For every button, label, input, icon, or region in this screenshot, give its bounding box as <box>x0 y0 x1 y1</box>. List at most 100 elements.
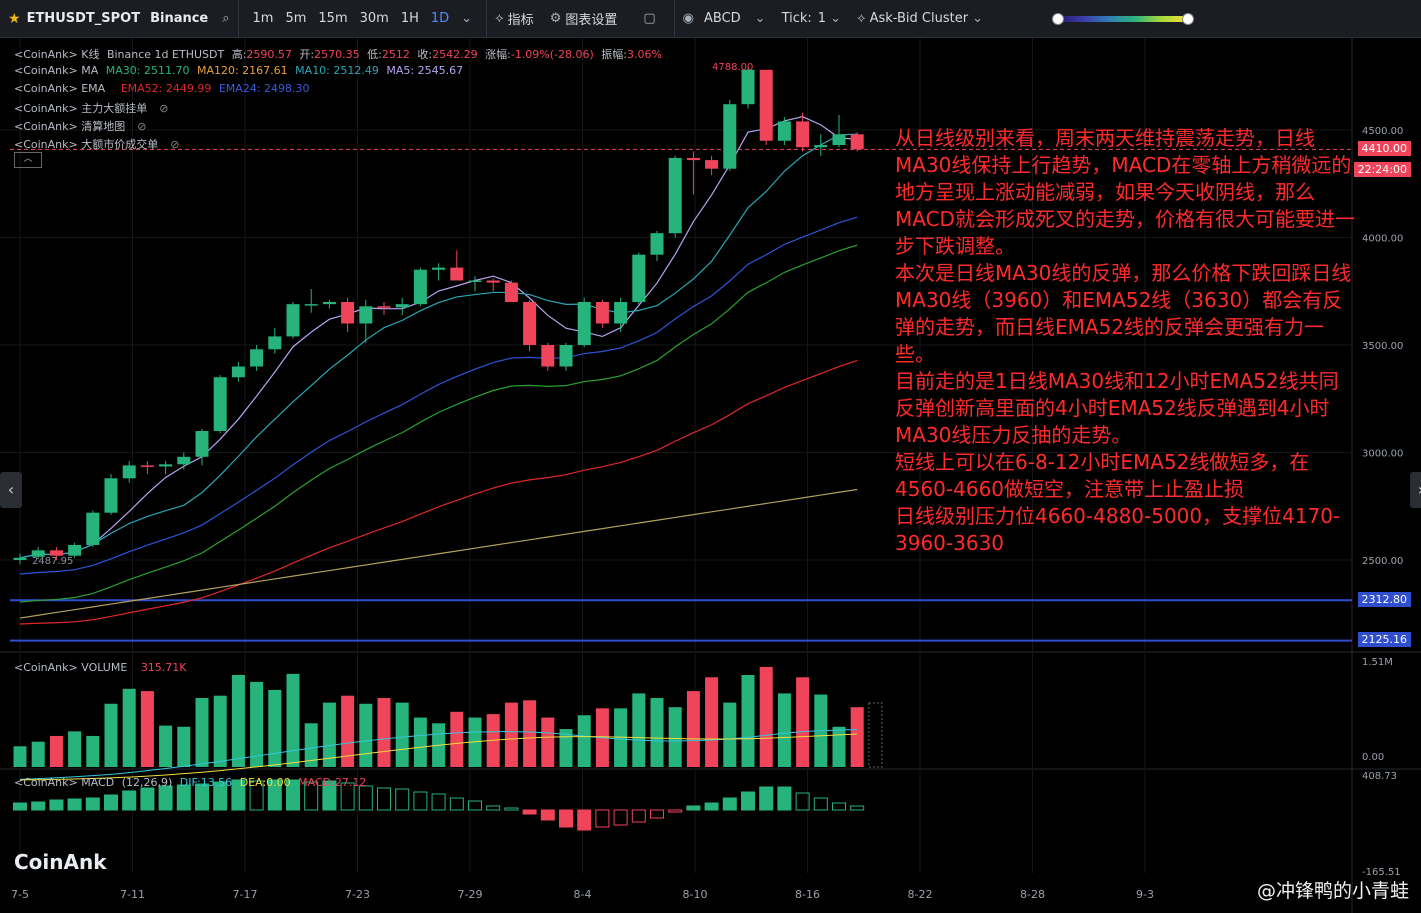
volume-bar <box>777 693 791 767</box>
volume-bar <box>304 723 318 767</box>
indicator-icon: ⟡ <box>495 11 504 26</box>
candle <box>304 304 318 306</box>
interval-30m[interactable]: 30m <box>359 11 389 26</box>
macd-bar <box>504 807 519 811</box>
macd-bar <box>140 787 155 811</box>
volume-bar <box>559 729 573 767</box>
macd-bar <box>322 780 337 811</box>
macd-bar <box>158 785 173 811</box>
volume-bar <box>377 698 391 767</box>
toolbar: ★ ETHUSDT_SPOT Binance ⌕ 1m 5m 15m 30m 1… <box>0 0 1421 38</box>
volume-bar <box>632 693 646 767</box>
scroll-left-button[interactable]: ‹ <box>0 472 22 508</box>
price-tick: 4500.00 <box>1362 126 1403 137</box>
macd-bar <box>832 802 846 811</box>
macd-bar <box>650 809 664 819</box>
volume-prefix: <CoinAnk> VOLUME <box>14 661 128 674</box>
candle <box>432 267 446 270</box>
volume-bar <box>68 731 82 767</box>
chart-settings-button[interactable]: ⚙ 图表设置 <box>542 0 626 37</box>
chevron-down-icon[interactable]: ⌄ <box>461 11 473 26</box>
chevron-down-icon: ⌄ <box>830 11 841 26</box>
volume-bar <box>577 715 591 767</box>
interval-15m[interactable]: 15m <box>318 11 348 26</box>
cluster-selector[interactable]: ⟡ Ask-Bid Cluster ⌄ <box>849 0 991 37</box>
volume-bar <box>650 698 664 767</box>
macd-bar <box>741 791 755 811</box>
candle <box>814 145 828 148</box>
ma30-line <box>19 216 858 575</box>
candle <box>468 280 482 282</box>
candle <box>122 465 136 479</box>
tick-value: 1 <box>817 11 827 26</box>
volume-bar <box>723 702 737 767</box>
eye-off-icon[interactable]: ⊘ <box>137 120 147 133</box>
volume-bar <box>177 726 191 767</box>
candle <box>850 134 864 150</box>
layer-legend-3[interactable]: <CoinAnk> 大额市价成交单 ⊘ <box>14 136 183 152</box>
volume-bar <box>541 717 555 767</box>
symbol-selector[interactable]: ★ ETHUSDT_SPOT Binance ⌕ <box>0 0 239 37</box>
macd-legend: <CoinAnk> MACD (12,26,9) DIF:13.56 DEA:0… <box>14 776 370 789</box>
date-tick: 7-29 <box>458 888 483 901</box>
ema52-line <box>19 359 858 625</box>
coinank-logo: CoinAnk <box>14 850 107 874</box>
price-tick: 2500.00 <box>1362 556 1403 567</box>
layer-legend-1[interactable]: <CoinAnk> 主力大额挂单 ⊘ <box>14 100 172 116</box>
exchange-name: Binance <box>150 11 209 26</box>
interval-1d[interactable]: 1D <box>430 11 450 26</box>
collapse-legend-button[interactable]: ︿ <box>14 152 42 168</box>
slider-handle-right[interactable] <box>1181 12 1194 25</box>
symbol-name: ETHUSDT_SPOT <box>26 11 141 26</box>
volume-bar <box>705 677 719 767</box>
price-chart[interactable]: 4500.00 4000.00 3500.00 3000.00 2500.00 7-5 7-… <box>0 38 1421 913</box>
high-marker: 4788.00 <box>712 62 754 73</box>
color-range-slider[interactable] <box>1041 0 1203 37</box>
volume-bar <box>140 691 154 767</box>
volume-bar <box>13 746 27 767</box>
favorite-star-icon[interactable]: ★ <box>8 10 21 27</box>
volume-bar <box>468 717 482 767</box>
date-tick: 8-22 <box>908 888 933 901</box>
candle <box>650 233 664 255</box>
countdown-tag: 22:24:00 <box>1353 162 1411 177</box>
eye-off-icon[interactable]: ⊘ <box>170 138 180 151</box>
volume-bar <box>213 695 227 767</box>
layout-button[interactable]: ▢ <box>625 0 675 37</box>
color-gradient-bar[interactable] <box>1051 12 1194 25</box>
candle <box>559 345 573 367</box>
eye-off-icon[interactable]: ⊘ <box>159 102 169 115</box>
candle <box>632 254 646 302</box>
macd-dea: DEA:0.00 <box>239 776 291 789</box>
macd-params: (12,26,9) <box>121 776 173 789</box>
drawing-selector[interactable]: ◉ ABCD ⌄ <box>675 0 774 37</box>
macd-bar <box>213 781 228 811</box>
tick-selector[interactable]: Tick: 1 ⌄ <box>774 0 849 37</box>
macd-bar <box>449 797 464 811</box>
candle <box>250 349 264 367</box>
candle <box>68 544 82 556</box>
macd-bar <box>468 800 482 811</box>
candle <box>450 267 464 281</box>
slider-handle-left[interactable] <box>1051 12 1064 25</box>
interval-5m[interactable]: 5m <box>285 11 307 26</box>
volume-bar <box>614 708 628 767</box>
indicators-button[interactable]: ⟡ 指标 <box>487 0 542 37</box>
kline-high: 2590.57 <box>246 48 292 61</box>
macd-bar <box>304 781 319 811</box>
date-tick: 8-10 <box>683 888 708 901</box>
volume-bar <box>250 681 264 767</box>
volume-bar <box>268 689 282 767</box>
candle <box>796 121 810 148</box>
interval-1h[interactable]: 1H <box>400 11 419 26</box>
macd-bar <box>613 809 628 826</box>
macd-bar <box>377 787 391 811</box>
scroll-right-button[interactable]: › <box>1410 472 1421 508</box>
volume-bar <box>159 725 173 767</box>
layer-legend-2[interactable]: <CoinAnk> 清算地图 ⊘ <box>14 118 150 134</box>
candle <box>13 557 27 560</box>
candle <box>31 550 45 557</box>
gear-icon: ⚙ <box>549 11 562 26</box>
search-icon[interactable]: ⌕ <box>222 11 230 26</box>
interval-1m[interactable]: 1m <box>252 11 274 26</box>
